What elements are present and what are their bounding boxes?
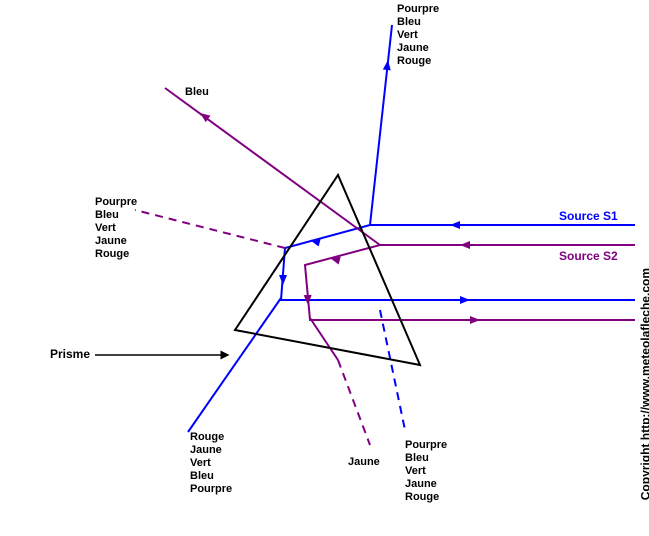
ray-s1 (188, 298, 281, 432)
ray-dashed-s2 (135, 210, 285, 248)
ray-dashed-s1 (380, 310, 405, 430)
ray-arrow (460, 241, 470, 249)
label-source_s2: Source S2 (559, 249, 618, 263)
ray-arrow (460, 296, 470, 304)
spectrum-2: RougeJauneVertBleuPourpre (190, 431, 232, 495)
ray-arrow (383, 60, 392, 71)
ray-arrow (279, 275, 287, 285)
ray-arrow (470, 316, 480, 324)
label-source_s1: Source S1 (559, 209, 618, 223)
spectrum-1: PourpreBleuVertJauneRouge (95, 196, 137, 260)
label-jaune: Jaune (348, 456, 380, 468)
ray-s2 (310, 318, 338, 360)
ray-s1 (370, 25, 392, 225)
ray-dashed-s2 (338, 360, 370, 445)
label-prisme: Prisme (50, 347, 90, 361)
spectrum-0: PourpreBleuVertJauneRouge (397, 3, 439, 67)
spectrum-3: PourpreBleuVertJauneRouge (405, 439, 447, 503)
ray-s2 (165, 88, 380, 245)
copyright-text: Copyright http://www.meteolafleche.com (638, 268, 649, 500)
ray-arrow (450, 221, 460, 229)
label-bleu: Bleu (185, 86, 209, 98)
prism-triangle (235, 175, 420, 365)
prism-diagram: Source S1 Source S2 Prisme Bleu Jaune Pourpre… (0, 0, 649, 536)
